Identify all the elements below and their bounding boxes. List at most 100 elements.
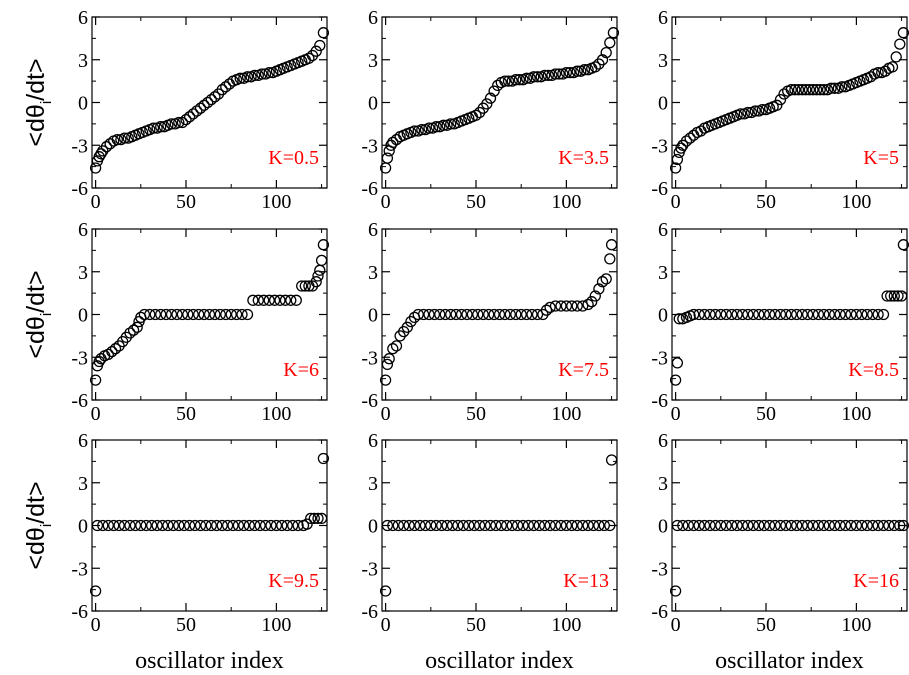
data-point bbox=[477, 308, 489, 321]
y-tick-label: -3 bbox=[71, 347, 88, 369]
k-annotation: K=5 bbox=[863, 147, 899, 169]
panel-9: -6 -3 0 3 6 0 50 100 K=16 oscillator index bbox=[651, 430, 909, 674]
data-point bbox=[183, 519, 196, 532]
y-tick-label: 6 bbox=[78, 219, 88, 241]
data-point bbox=[604, 37, 616, 49]
data-point bbox=[243, 519, 255, 532]
data-point bbox=[704, 308, 716, 321]
x-tick-label: 0 bbox=[381, 403, 391, 425]
data-point bbox=[894, 38, 906, 50]
data-point bbox=[129, 519, 142, 532]
data-point bbox=[89, 585, 102, 597]
panel-8: -6 -3 0 3 6 0 50 100 K=13 oscillator index bbox=[361, 430, 618, 674]
data-point bbox=[747, 308, 759, 321]
data-point bbox=[183, 111, 196, 123]
data-point bbox=[677, 519, 689, 532]
k-annotation: K=3.5 bbox=[558, 147, 609, 169]
x-tick-label: 100 bbox=[841, 191, 871, 213]
data-point bbox=[669, 585, 682, 597]
data-point bbox=[200, 519, 212, 532]
data-point bbox=[483, 308, 495, 321]
y-tick-label: 0 bbox=[78, 93, 88, 115]
data-point bbox=[268, 294, 281, 306]
y-tick-label: 3 bbox=[368, 50, 378, 72]
data-point bbox=[742, 308, 754, 321]
data-point bbox=[555, 300, 567, 312]
data-point bbox=[463, 519, 475, 532]
data-point bbox=[593, 283, 605, 295]
data-point bbox=[258, 294, 270, 306]
y-tick-label: -6 bbox=[651, 601, 668, 623]
y-tick-label: 3 bbox=[78, 50, 88, 72]
data-point bbox=[698, 519, 711, 532]
y-tick-label: -3 bbox=[651, 558, 668, 580]
data-point bbox=[193, 308, 205, 321]
data-point bbox=[886, 61, 899, 73]
data-point bbox=[763, 308, 776, 321]
data-point bbox=[774, 519, 787, 532]
data-point bbox=[171, 308, 183, 321]
x-tick-label: 0 bbox=[381, 614, 391, 636]
data-point bbox=[301, 518, 313, 530]
data-point bbox=[600, 46, 612, 59]
data-point bbox=[381, 519, 394, 532]
panel-6: -6 -3 0 3 6 0 50 100 K=8.5 bbox=[651, 219, 909, 425]
data-point bbox=[450, 308, 462, 321]
data-point bbox=[605, 454, 618, 466]
data-point bbox=[834, 308, 846, 321]
data-point bbox=[317, 452, 330, 465]
data-point bbox=[484, 519, 497, 532]
y-tick-label: -3 bbox=[361, 347, 378, 369]
x-tick-label: 50 bbox=[176, 191, 196, 213]
data-point bbox=[564, 66, 576, 79]
data-point bbox=[481, 98, 493, 110]
x-tick-label: 100 bbox=[551, 191, 581, 213]
data-point bbox=[403, 519, 415, 532]
data-point bbox=[528, 519, 540, 532]
data-point bbox=[425, 519, 437, 532]
data-point bbox=[234, 72, 246, 84]
data-point bbox=[89, 374, 102, 386]
y-tick-label: 0 bbox=[658, 516, 668, 538]
data-point bbox=[814, 84, 826, 96]
data-point bbox=[825, 82, 837, 94]
data-point bbox=[287, 519, 299, 532]
data-point bbox=[885, 290, 897, 302]
data-point bbox=[531, 71, 544, 83]
data-point bbox=[290, 294, 302, 306]
data-point bbox=[259, 519, 272, 532]
data-point bbox=[198, 308, 210, 321]
y-tick-label: 3 bbox=[368, 262, 378, 284]
data-point bbox=[387, 519, 399, 532]
data-point bbox=[93, 151, 105, 163]
data-point bbox=[785, 519, 797, 532]
data-point bbox=[688, 308, 700, 321]
data-point bbox=[586, 296, 598, 308]
data-point bbox=[315, 512, 328, 525]
data-point bbox=[241, 308, 254, 321]
data-point bbox=[111, 133, 123, 146]
data-point bbox=[604, 253, 616, 265]
data-point bbox=[839, 308, 852, 321]
data-point bbox=[577, 300, 589, 312]
data-point bbox=[205, 519, 217, 532]
x-tick-label: 0 bbox=[671, 191, 681, 213]
data-point bbox=[162, 519, 174, 532]
data-point bbox=[520, 308, 533, 321]
data-point bbox=[305, 512, 317, 525]
y-tick-label: 0 bbox=[658, 93, 668, 115]
data-point bbox=[673, 313, 685, 325]
data-point bbox=[897, 27, 909, 39]
data-point bbox=[845, 308, 857, 321]
data-point bbox=[566, 300, 578, 312]
data-point bbox=[555, 519, 567, 532]
y-tick-label: 3 bbox=[658, 50, 668, 72]
y-tick-label: 0 bbox=[78, 305, 88, 327]
y-axis-label: <dθi/dt> bbox=[22, 270, 55, 358]
x-tick-label: 50 bbox=[466, 191, 486, 213]
data-point bbox=[220, 308, 232, 321]
data-point bbox=[726, 519, 738, 532]
data-point bbox=[742, 519, 754, 532]
data-point bbox=[97, 519, 109, 532]
data-point bbox=[198, 99, 210, 111]
